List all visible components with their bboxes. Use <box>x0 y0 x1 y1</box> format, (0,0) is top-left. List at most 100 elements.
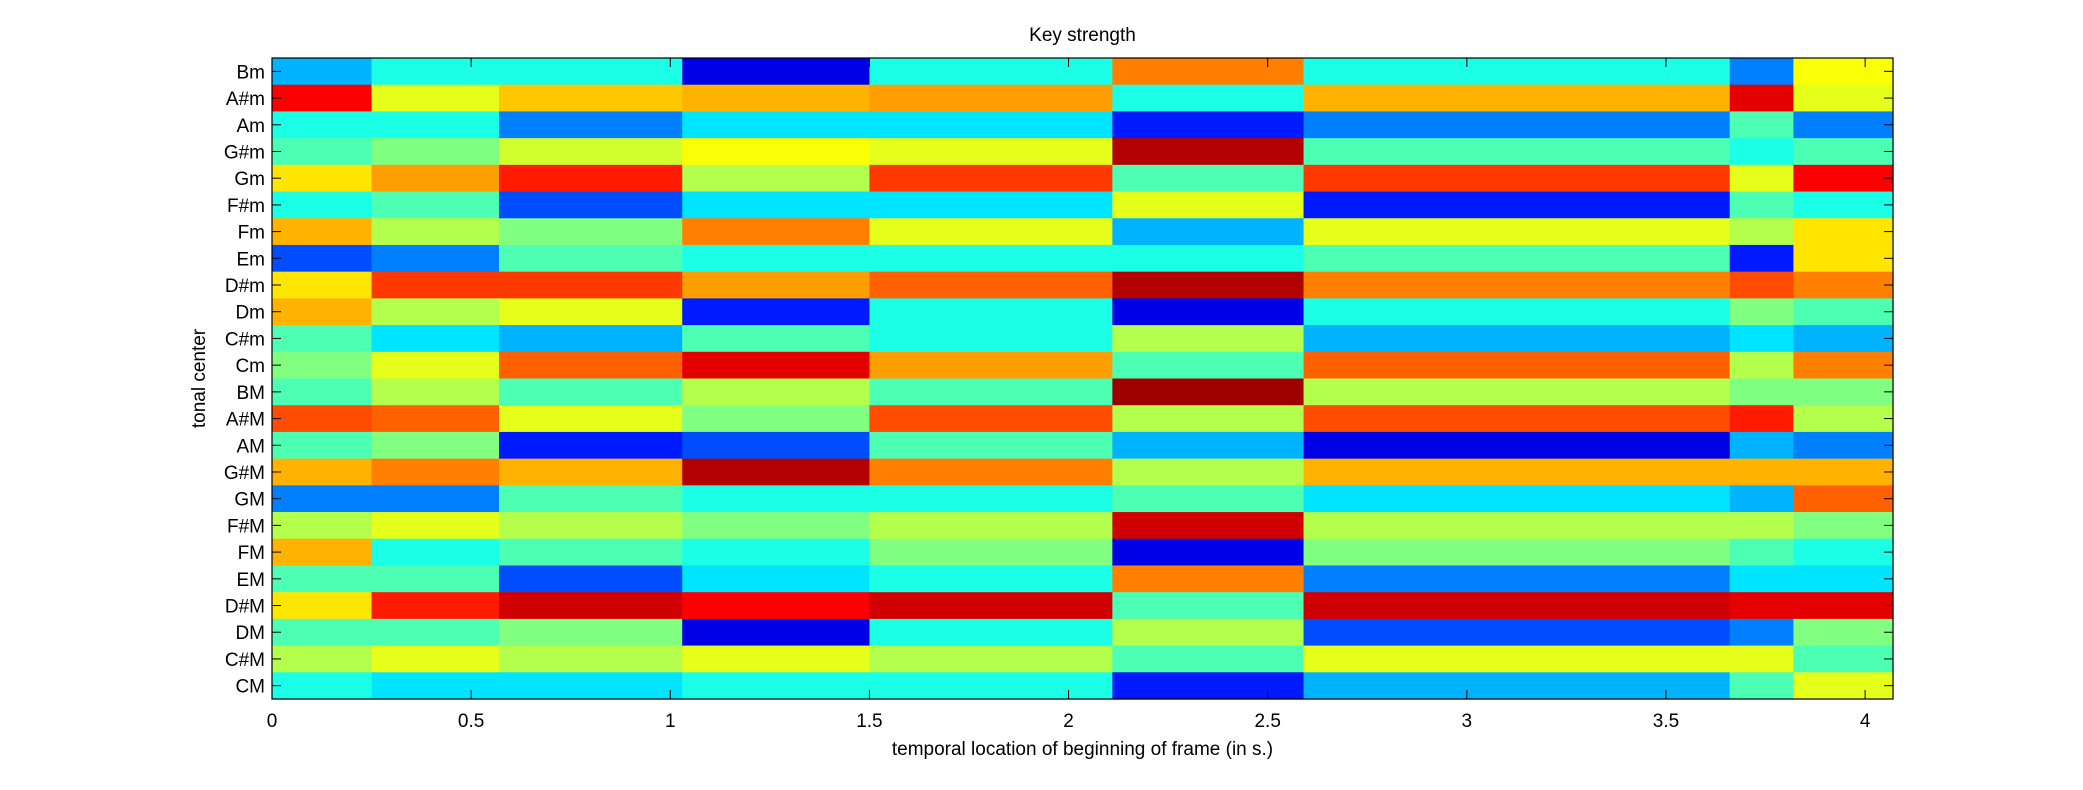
heatmap-cell-Dm-seg0 <box>272 298 373 326</box>
heatmap-cell-Fm-seg0 <box>272 218 373 246</box>
heatmap-cell-D#M-seg6 <box>1303 592 1731 620</box>
heatmap-cell-AM-seg8 <box>1793 431 1894 460</box>
heatmap-cell-Bm-seg4 <box>869 58 1113 86</box>
heatmap-cell-F#M-seg1 <box>371 512 500 540</box>
heatmap-cell-Cm-seg6 <box>1303 351 1731 380</box>
heatmap-cell-G#M-seg4 <box>869 458 1113 486</box>
heatmap-cell-FM-seg3 <box>682 538 871 567</box>
heatmap-cell-A#M-seg1 <box>371 405 500 433</box>
heatmap-cell-Gm-seg4 <box>869 164 1113 193</box>
heatmap-cell-F#M-seg4 <box>869 512 1113 540</box>
heatmap-cell-CM-seg8 <box>1793 672 1894 700</box>
heatmap-cell-Em-seg3 <box>682 244 871 273</box>
heatmap-cell-GM-seg1 <box>371 485 500 513</box>
heatmap-cell-A#m-seg3 <box>682 84 871 113</box>
heatmap-cell-Am-seg2 <box>499 111 683 139</box>
heatmap-cell-D#m-seg6 <box>1303 271 1731 299</box>
heatmap-cell-AM-seg3 <box>682 431 871 460</box>
heatmap-cell-A#M-seg2 <box>499 405 683 433</box>
heatmap-cell-A#M-seg4 <box>869 405 1113 433</box>
heatmap-cell-Fm-seg4 <box>869 218 1113 246</box>
y-tick-label: C#m <box>225 329 265 350</box>
heatmap-cell-AM-seg6 <box>1303 431 1731 460</box>
heatmap-cell-Bm-seg2 <box>499 58 683 86</box>
heatmap-cell-Cm-seg2 <box>499 351 683 380</box>
heatmap-cell-A#M-seg5 <box>1112 405 1305 433</box>
heatmap-cell-Cm-seg1 <box>371 351 500 380</box>
y-tick-label: A#m <box>226 89 265 110</box>
heatmap-cell-D#m-seg7 <box>1729 271 1795 299</box>
heatmap-cell-Fm-seg6 <box>1303 218 1731 246</box>
heatmap-cell-EM-seg4 <box>869 565 1113 593</box>
heatmap-cell-F#M-seg3 <box>682 512 871 540</box>
heatmap-cell-AM-seg2 <box>499 431 683 460</box>
heatmap-cell-AM-seg5 <box>1112 431 1305 460</box>
heatmap-cell-Am-seg8 <box>1793 111 1894 139</box>
heatmap-cell-GM-seg2 <box>499 485 683 513</box>
heatmap-cell-Gm-seg3 <box>682 164 871 193</box>
heatmap-cell-C#M-seg8 <box>1793 645 1894 673</box>
heatmap-cell-D#M-seg2 <box>499 592 683 620</box>
heatmap-cell-D#m-seg8 <box>1793 271 1894 299</box>
heatmap-cell-F#m-seg1 <box>371 191 500 219</box>
heatmap-cell-CM-seg7 <box>1729 672 1795 700</box>
heatmap-cell-Cm-seg7 <box>1729 351 1795 380</box>
heatmap-cell-D#M-seg1 <box>371 592 500 620</box>
x-tick-label: 2.5 <box>1254 711 1280 732</box>
heatmap-cell-Em-seg0 <box>272 244 373 273</box>
heatmap-cell-Fm-seg5 <box>1112 218 1305 246</box>
heatmap-cell-Bm-seg1 <box>371 58 500 86</box>
chart-title: Key strength <box>1029 25 1136 46</box>
heatmap-cell-A#m-seg8 <box>1793 84 1894 113</box>
heatmap-cell-G#M-seg1 <box>371 458 500 486</box>
heatmap-cell-C#M-seg0 <box>272 645 373 673</box>
heatmap-cell-D#m-seg0 <box>272 271 373 299</box>
y-tick-label: AM <box>237 436 266 457</box>
heatmap-cell-Am-seg1 <box>371 111 500 139</box>
heatmap-cell-D#M-seg5 <box>1112 592 1305 620</box>
heatmap-cell-FM-seg5 <box>1112 538 1305 567</box>
heatmap-cell-C#m-seg5 <box>1112 325 1305 353</box>
heatmap-cell-Cm-seg3 <box>682 351 871 380</box>
heatmap-cell-Am-seg7 <box>1729 111 1795 139</box>
heatmap-cell-Em-seg2 <box>499 244 683 273</box>
heatmap-cell-DM-seg3 <box>682 618 871 647</box>
heatmap-cell-C#M-seg6 <box>1303 645 1731 673</box>
heatmap-cell-A#M-seg0 <box>272 405 373 433</box>
heatmap-cell-A#m-seg2 <box>499 84 683 113</box>
heatmap-cell-BM-seg3 <box>682 378 871 406</box>
heatmap-cell-AM-seg7 <box>1729 431 1795 460</box>
heatmap-cell-Em-seg5 <box>1112 244 1305 273</box>
heatmap-cell-C#M-seg1 <box>371 645 500 673</box>
heatmap-cell-Am-seg3 <box>682 111 871 139</box>
x-tick-label: 1 <box>665 711 676 732</box>
heatmap-cell-C#M-seg5 <box>1112 645 1305 673</box>
x-tick-label: 3.5 <box>1653 711 1679 732</box>
heatmap-cell-Gm-seg6 <box>1303 164 1731 193</box>
y-tick-label: BM <box>237 383 266 404</box>
heatmap-cell-C#m-seg4 <box>869 325 1113 353</box>
x-tick-label: 4 <box>1860 711 1871 732</box>
heatmap-cell-A#m-seg6 <box>1303 84 1731 113</box>
axis-ticks: 0 0.5 1 1.5 2 2.5 3 3.5 4 Bm A#m Am G#m Gm F#m Fm Em D#m D… <box>224 58 1893 732</box>
x-tick-label: 3 <box>1462 711 1473 732</box>
y-tick-label: G#m <box>224 142 265 163</box>
heatmap-cell-G#m-seg3 <box>682 138 871 166</box>
heatmap-cell-Cm-seg5 <box>1112 351 1305 380</box>
heatmap-cell-D#m-seg5 <box>1112 271 1305 299</box>
heatmap-cell-DM-seg0 <box>272 618 373 647</box>
heatmap-cell-GM-seg7 <box>1729 485 1795 513</box>
heatmap-cell-AM-seg0 <box>272 431 373 460</box>
heatmap-cell-G#M-seg3 <box>682 458 871 486</box>
heatmap-cell-C#m-seg1 <box>371 325 500 353</box>
heatmap-cell-G#M-seg5 <box>1112 458 1305 486</box>
heatmap-cell-CM-seg1 <box>371 672 500 700</box>
heatmap-cell-Am-seg6 <box>1303 111 1731 139</box>
heatmap-cell-DM-seg6 <box>1303 618 1731 647</box>
heatmap-cell-F#m-seg7 <box>1729 191 1795 219</box>
heatmap-cell-GM-seg4 <box>869 485 1113 513</box>
heatmap-cell-Dm-seg2 <box>499 298 683 326</box>
heatmap-cell-A#M-seg7 <box>1729 405 1795 433</box>
